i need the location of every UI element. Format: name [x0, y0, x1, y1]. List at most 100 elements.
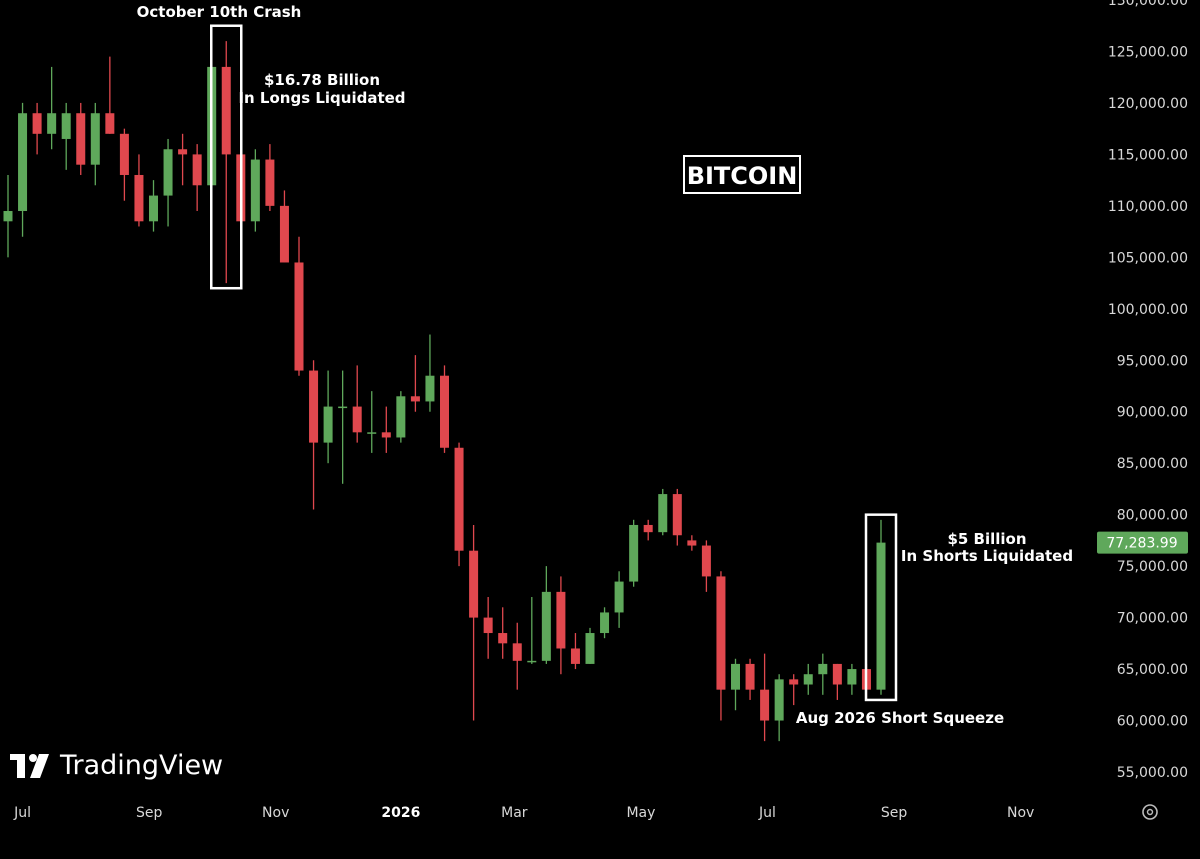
candle-up: [803, 663, 813, 695]
candle-body: [614, 581, 624, 613]
y-tick-label: 105,000.00: [1108, 250, 1188, 266]
candle-down: [105, 56, 115, 134]
last-price-value: 77,283.99: [1106, 536, 1177, 552]
tradingview-logo-icon: [10, 754, 49, 778]
candle-body: [570, 648, 580, 664]
candle-body: [250, 159, 260, 222]
candle-body: [585, 633, 595, 664]
title-box: [683, 155, 801, 194]
candle-up: [396, 391, 406, 443]
candle-down: [265, 144, 275, 212]
candle-body: [294, 262, 304, 371]
candle-up: [149, 180, 158, 232]
candle-body: [832, 663, 842, 685]
candle-body: [163, 149, 173, 196]
candle-body: [32, 113, 42, 134]
y-tick-label: 60,000.00: [1117, 714, 1188, 730]
candle-body: [876, 542, 886, 690]
candle-body: [352, 406, 362, 433]
candle-down: [498, 607, 508, 659]
candle-body: [119, 133, 129, 175]
y-tick-label: 75,000.00: [1117, 559, 1188, 575]
y-tick-label: 100,000.00: [1108, 302, 1188, 318]
candle-body: [18, 113, 28, 212]
candle-body: [672, 494, 682, 536]
candle-body: [149, 195, 158, 222]
candle-body: [309, 370, 319, 443]
candle-body: [541, 591, 551, 661]
candle-body: [76, 113, 86, 165]
candle-down: [643, 519, 653, 541]
candle-up: [338, 370, 348, 484]
candle-body: [323, 406, 333, 443]
y-tick-label: 70,000.00: [1117, 611, 1188, 627]
x-tick-label: 2026: [381, 805, 420, 821]
shorts-liquidated-label: In Shorts Liquidated: [901, 547, 1073, 565]
candle-body: [134, 174, 144, 222]
x-tick-label: Mar: [501, 805, 528, 821]
y-tick-label: 85,000.00: [1117, 456, 1188, 472]
candle-body: [338, 406, 348, 409]
candle-down: [279, 190, 289, 263]
candle-body: [774, 679, 784, 721]
candle-body: [687, 540, 697, 546]
candle-body: [760, 689, 770, 721]
candle-up: [367, 391, 377, 453]
candle-up: [585, 627, 595, 664]
y-tick-label: 65,000.00: [1117, 662, 1188, 678]
candle-down: [309, 360, 319, 510]
chart-title: BITCOIN: [687, 162, 798, 190]
y-tick-label: 115,000.00: [1108, 147, 1188, 163]
candle-up: [3, 174, 13, 258]
candle-down: [192, 144, 202, 212]
candle-body: [556, 591, 566, 649]
candle-body: [600, 612, 610, 634]
candle-body: [61, 113, 71, 139]
candle-up: [847, 663, 857, 695]
candle-body: [716, 576, 726, 690]
candle-body: [265, 159, 275, 206]
candle-body: [178, 149, 188, 155]
shorts-amount-label: $5 Billion: [947, 530, 1026, 548]
candle-body: [629, 524, 639, 582]
candle-body: [701, 545, 711, 577]
tradingview-logo[interactable]: TradingView: [10, 750, 223, 781]
longs-amount-label: $16.78 Billion: [264, 71, 380, 89]
y-tick-label: 55,000.00: [1117, 765, 1188, 781]
last-price-tag-bg: [1097, 531, 1188, 554]
candle-body: [221, 66, 231, 155]
candle-down: [687, 535, 697, 551]
gear-icon[interactable]: [1142, 804, 1158, 820]
short-squeeze-highlight-box: [864, 513, 898, 702]
candle-body: [425, 375, 435, 402]
candle-up: [600, 607, 610, 639]
candle-body: [192, 154, 202, 186]
candle-down: [381, 406, 391, 453]
candle-up: [774, 674, 784, 742]
candle-body: [454, 447, 464, 551]
candle-body: [847, 669, 857, 685]
candle-down: [76, 102, 86, 175]
candle-down: [119, 128, 129, 201]
candle-up: [818, 653, 828, 695]
y-tick-label: 95,000.00: [1117, 353, 1188, 369]
x-tick-label: Nov: [262, 805, 289, 821]
candle-down: [454, 442, 464, 567]
y-tick-label: 90,000.00: [1117, 405, 1188, 421]
candle-body: [381, 432, 391, 438]
candle-down: [701, 540, 711, 592]
candle-body: [512, 643, 522, 661]
candle-up: [629, 519, 639, 587]
x-tick-label: Sep: [136, 805, 163, 821]
candle-up: [90, 102, 100, 186]
candle-body: [789, 679, 799, 685]
tradingview-wordmark: TradingView: [59, 750, 223, 781]
candle-down: [469, 524, 479, 721]
candle-up: [731, 658, 740, 711]
candle-body: [803, 674, 813, 685]
candle-down: [352, 365, 362, 443]
candle-down: [672, 488, 682, 546]
x-tick-label: Jul: [758, 805, 776, 821]
